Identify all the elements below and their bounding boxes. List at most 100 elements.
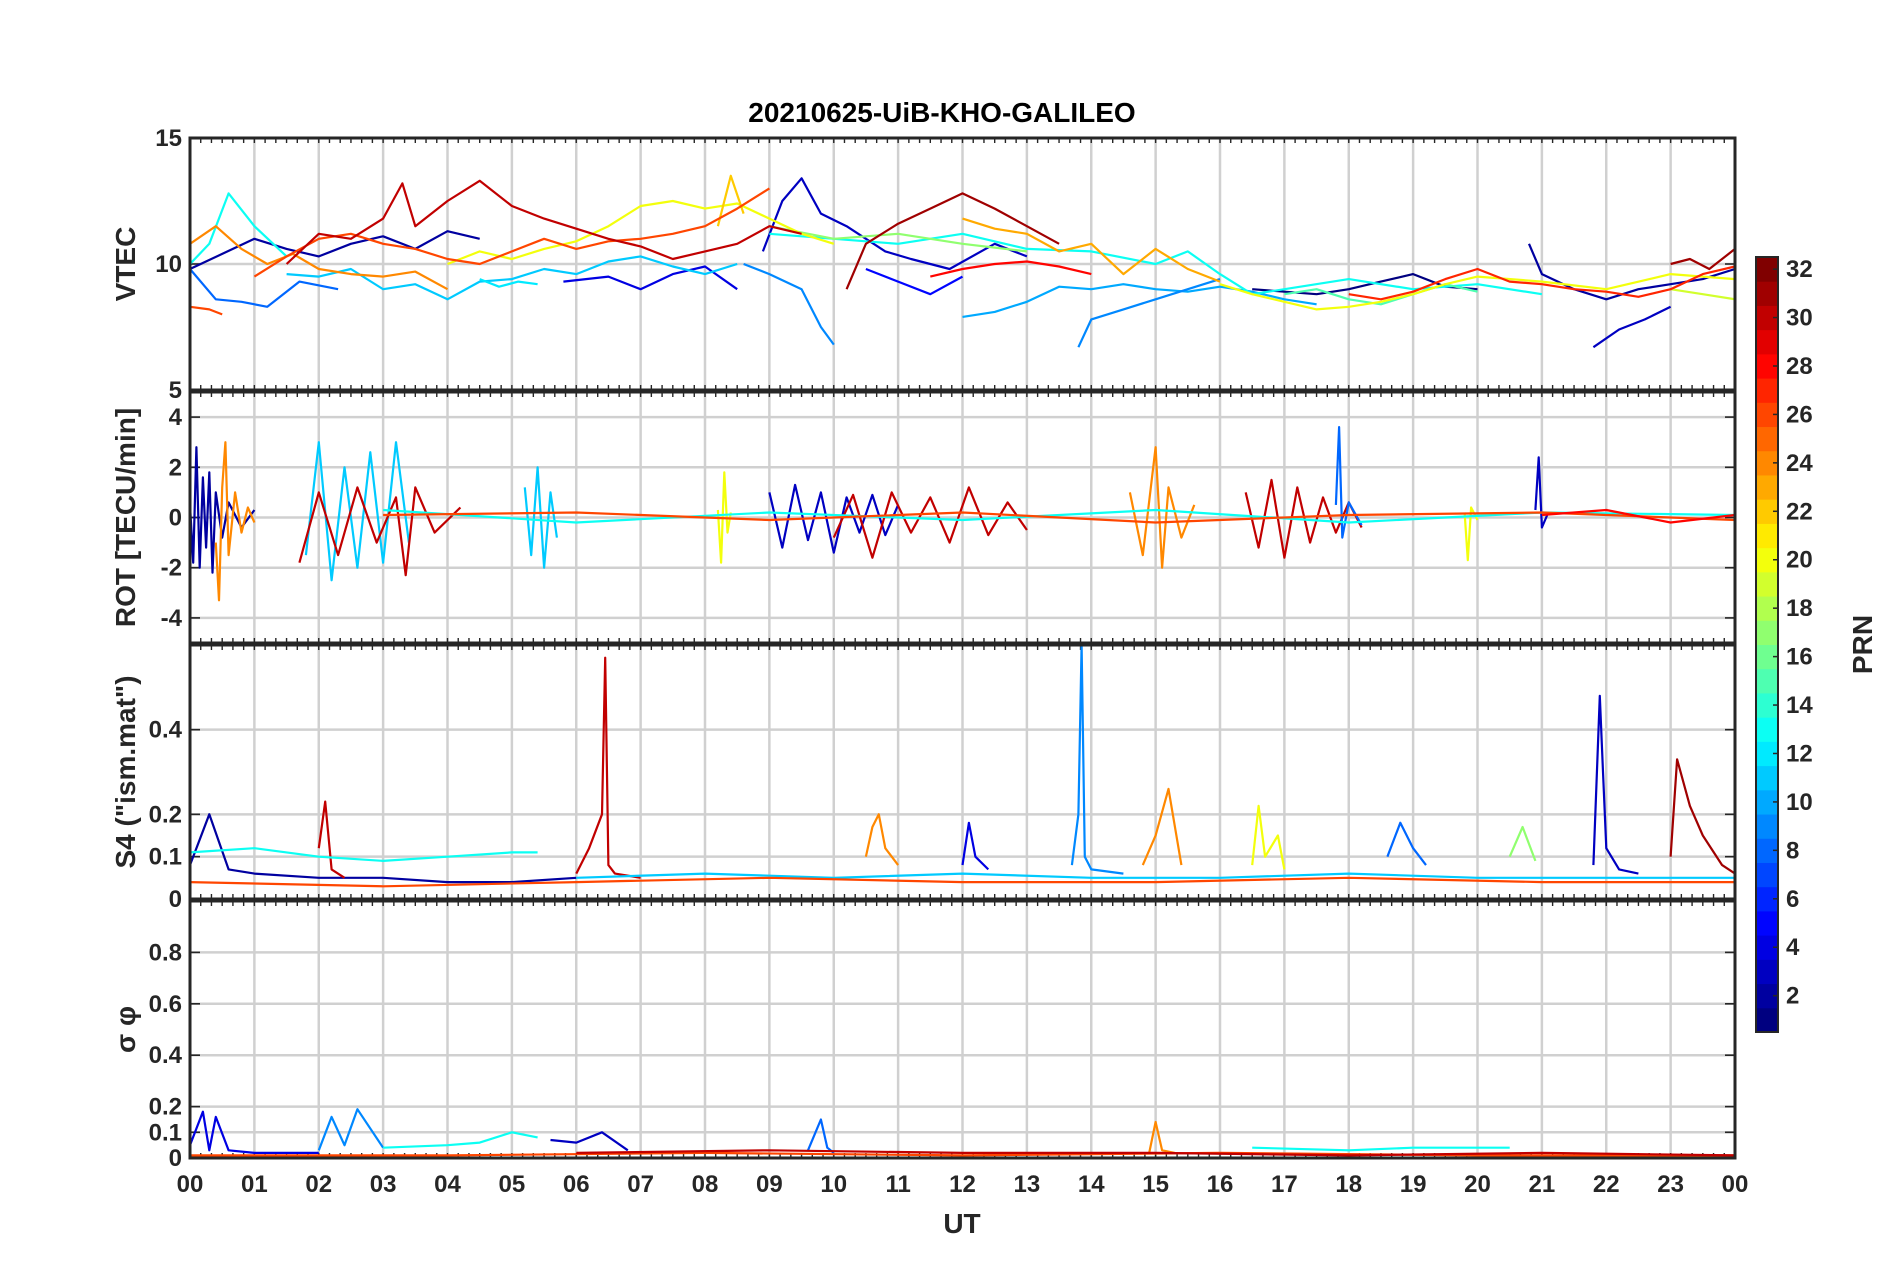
colorbar-tick-label: 28: [1786, 353, 1813, 380]
s4-series-prn-24-4: [1141, 787, 1183, 866]
s4-series-prn-30-1: [317, 800, 346, 879]
colorbar-cell: [1756, 644, 1778, 670]
rot-series-prn-24-1: [214, 441, 256, 602]
x-axis-ticks: 00 01 02 03 04 05 06 07 08 09 10 11 12 13 14 15 16 17 18 19…: [177, 1171, 1749, 1198]
rot-series-prn-3-11: [1534, 456, 1550, 529]
colorbar-tick-label: 8: [1786, 837, 1799, 864]
vtec-series-prn-26-24: [253, 187, 770, 278]
sigma_phi-y-tick-label: 0.2: [149, 1094, 182, 1121]
x-tick-label: 12: [949, 1171, 976, 1198]
s4-series-prn-4-12: [961, 821, 990, 871]
colorbar-frame: [1755, 256, 1779, 1033]
vtec-series-prn-12-13: [479, 278, 538, 288]
sigma_phi-series-prn-4-0: [190, 1110, 319, 1154]
x-tick-label: 02: [305, 1171, 332, 1198]
x-tick-label: 09: [756, 1171, 783, 1198]
x-tick-label: 11: [885, 1171, 910, 1198]
x-tick-label: 14: [1078, 1171, 1105, 1198]
sigma_phi-series-prn-9-1: [317, 1108, 385, 1151]
colorbar-cell: [1756, 450, 1778, 476]
vtec-series-prn-22-20: [716, 174, 745, 227]
colorbar-cell: [1756, 571, 1778, 597]
x-tick-label: 17: [1271, 1171, 1298, 1198]
colorbar-cell: [1756, 257, 1778, 282]
s4-series-prn-24-11: [864, 813, 899, 866]
colorbar-cell: [1756, 523, 1778, 549]
vtec-series-prn-31-29: [1670, 248, 1735, 271]
s4-y-tick-label: 0.1: [149, 844, 182, 871]
sigma_phi-series-prn-3-3: [550, 1131, 629, 1152]
panel-s4: 0 0.1 0.2 0.4 S4 ("ism.mat"): [110, 643, 1737, 913]
s4-series-prn-3-5: [1592, 694, 1639, 875]
colorbar-tick-label: 10: [1786, 789, 1813, 816]
vtec-series-prn-9-10: [1077, 278, 1221, 348]
vtec-grid: [189, 138, 1736, 390]
sigma_phi-series: [190, 1108, 1735, 1157]
colorbar-tick-label: 32: [1786, 256, 1813, 283]
colorbar-cell: [1756, 983, 1778, 1009]
vtec-y-axis-label: VTEC: [110, 227, 141, 302]
s4-frame: [188, 643, 1737, 901]
rot-series-prn-2-0: [190, 446, 256, 574]
sigma_phi-y-tick-label: 0.6: [149, 991, 182, 1018]
colorbar-tick-label: 4: [1786, 934, 1800, 961]
colorbar-cell: [1756, 596, 1778, 621]
s4-series: [190, 645, 1735, 888]
colorbar-tick-label: 18: [1786, 595, 1813, 622]
colorbar-cell: [1756, 474, 1778, 500]
x-tick-label: 13: [1014, 1171, 1041, 1198]
colorbar-cell: [1756, 305, 1778, 331]
colorbar-tick-label: 14: [1786, 692, 1813, 719]
colorbar-cell: [1756, 862, 1778, 888]
colorbar-cell: [1756, 838, 1778, 863]
rot-y-tick-label: 0: [169, 505, 182, 532]
colorbar-cell: [1756, 547, 1778, 573]
sigma_phi-frame: [188, 899, 1737, 1160]
colorbar-tick-label: 6: [1786, 886, 1799, 913]
rot-frame: [188, 390, 1737, 645]
colorbar-cell: [1756, 959, 1778, 985]
x-tick-label: 00: [177, 1171, 204, 1198]
x-tick-label: 01: [241, 1171, 268, 1198]
sigma_phi-y-tick-label: 0.4: [149, 1042, 183, 1069]
rot-series-prn-20-5: [716, 471, 732, 564]
rot-series-prn-11-4: [523, 466, 558, 569]
vtec-series-prn-13-12: [190, 192, 288, 265]
vtec-series-prn-4-1: [563, 265, 738, 291]
s4-series-prn-2-0: [190, 813, 577, 884]
colorbar-tick-label: 22: [1786, 498, 1813, 525]
vtec-y-tick-label: 15: [155, 125, 182, 152]
colorbar-cell: [1756, 378, 1778, 403]
vtec-series-prn-28-26: [930, 260, 1092, 278]
colorbar-cell: [1756, 1007, 1778, 1033]
rot-series-prn-30-3: [298, 486, 462, 577]
sigma_phi-series-prn-26-7: [190, 1151, 1735, 1157]
rot-series-prn-8-10: [1334, 426, 1363, 539]
x-tick-label: 00: [1722, 1171, 1749, 1198]
vtec-series-prn-13-14: [769, 232, 1543, 296]
colorbar-tick-label: 12: [1786, 740, 1813, 767]
vtec-series: [190, 174, 1735, 349]
x-tick-label: 08: [692, 1171, 719, 1198]
vtec-series-prn-19-17: [1670, 288, 1735, 301]
s4-series-prn-30-2: [575, 656, 641, 879]
sigma_phi-y-tick-label: 0.1: [149, 1119, 182, 1146]
x-tick-label: 06: [563, 1171, 590, 1198]
s4-y-tick-label: 0.4: [149, 717, 183, 744]
x-tick-label: 19: [1400, 1171, 1427, 1198]
panel-rot: -4 -2 0 2 4 ROT [TECU/min]: [110, 390, 1737, 645]
rot-series: [190, 426, 1735, 602]
x-tick-label: 03: [370, 1171, 397, 1198]
rot-series-prn-3-6: [768, 483, 900, 554]
vtec-series-prn-26-23: [190, 305, 223, 316]
s4-grid: [189, 645, 1736, 899]
s4-series-prn-9-3: [1070, 645, 1124, 875]
colorbar-tick-label: 16: [1786, 644, 1813, 671]
panel-vtec: 5 10 15 VTEC: [110, 125, 1737, 404]
chart-title: 20210625-UiB-KHO-GALILEO: [748, 97, 1135, 128]
x-tick-label: 20: [1464, 1171, 1491, 1198]
x-tick-label: 07: [627, 1171, 654, 1198]
rot-series-prn-24-8: [1128, 446, 1196, 569]
colorbar-cell: [1756, 765, 1778, 791]
